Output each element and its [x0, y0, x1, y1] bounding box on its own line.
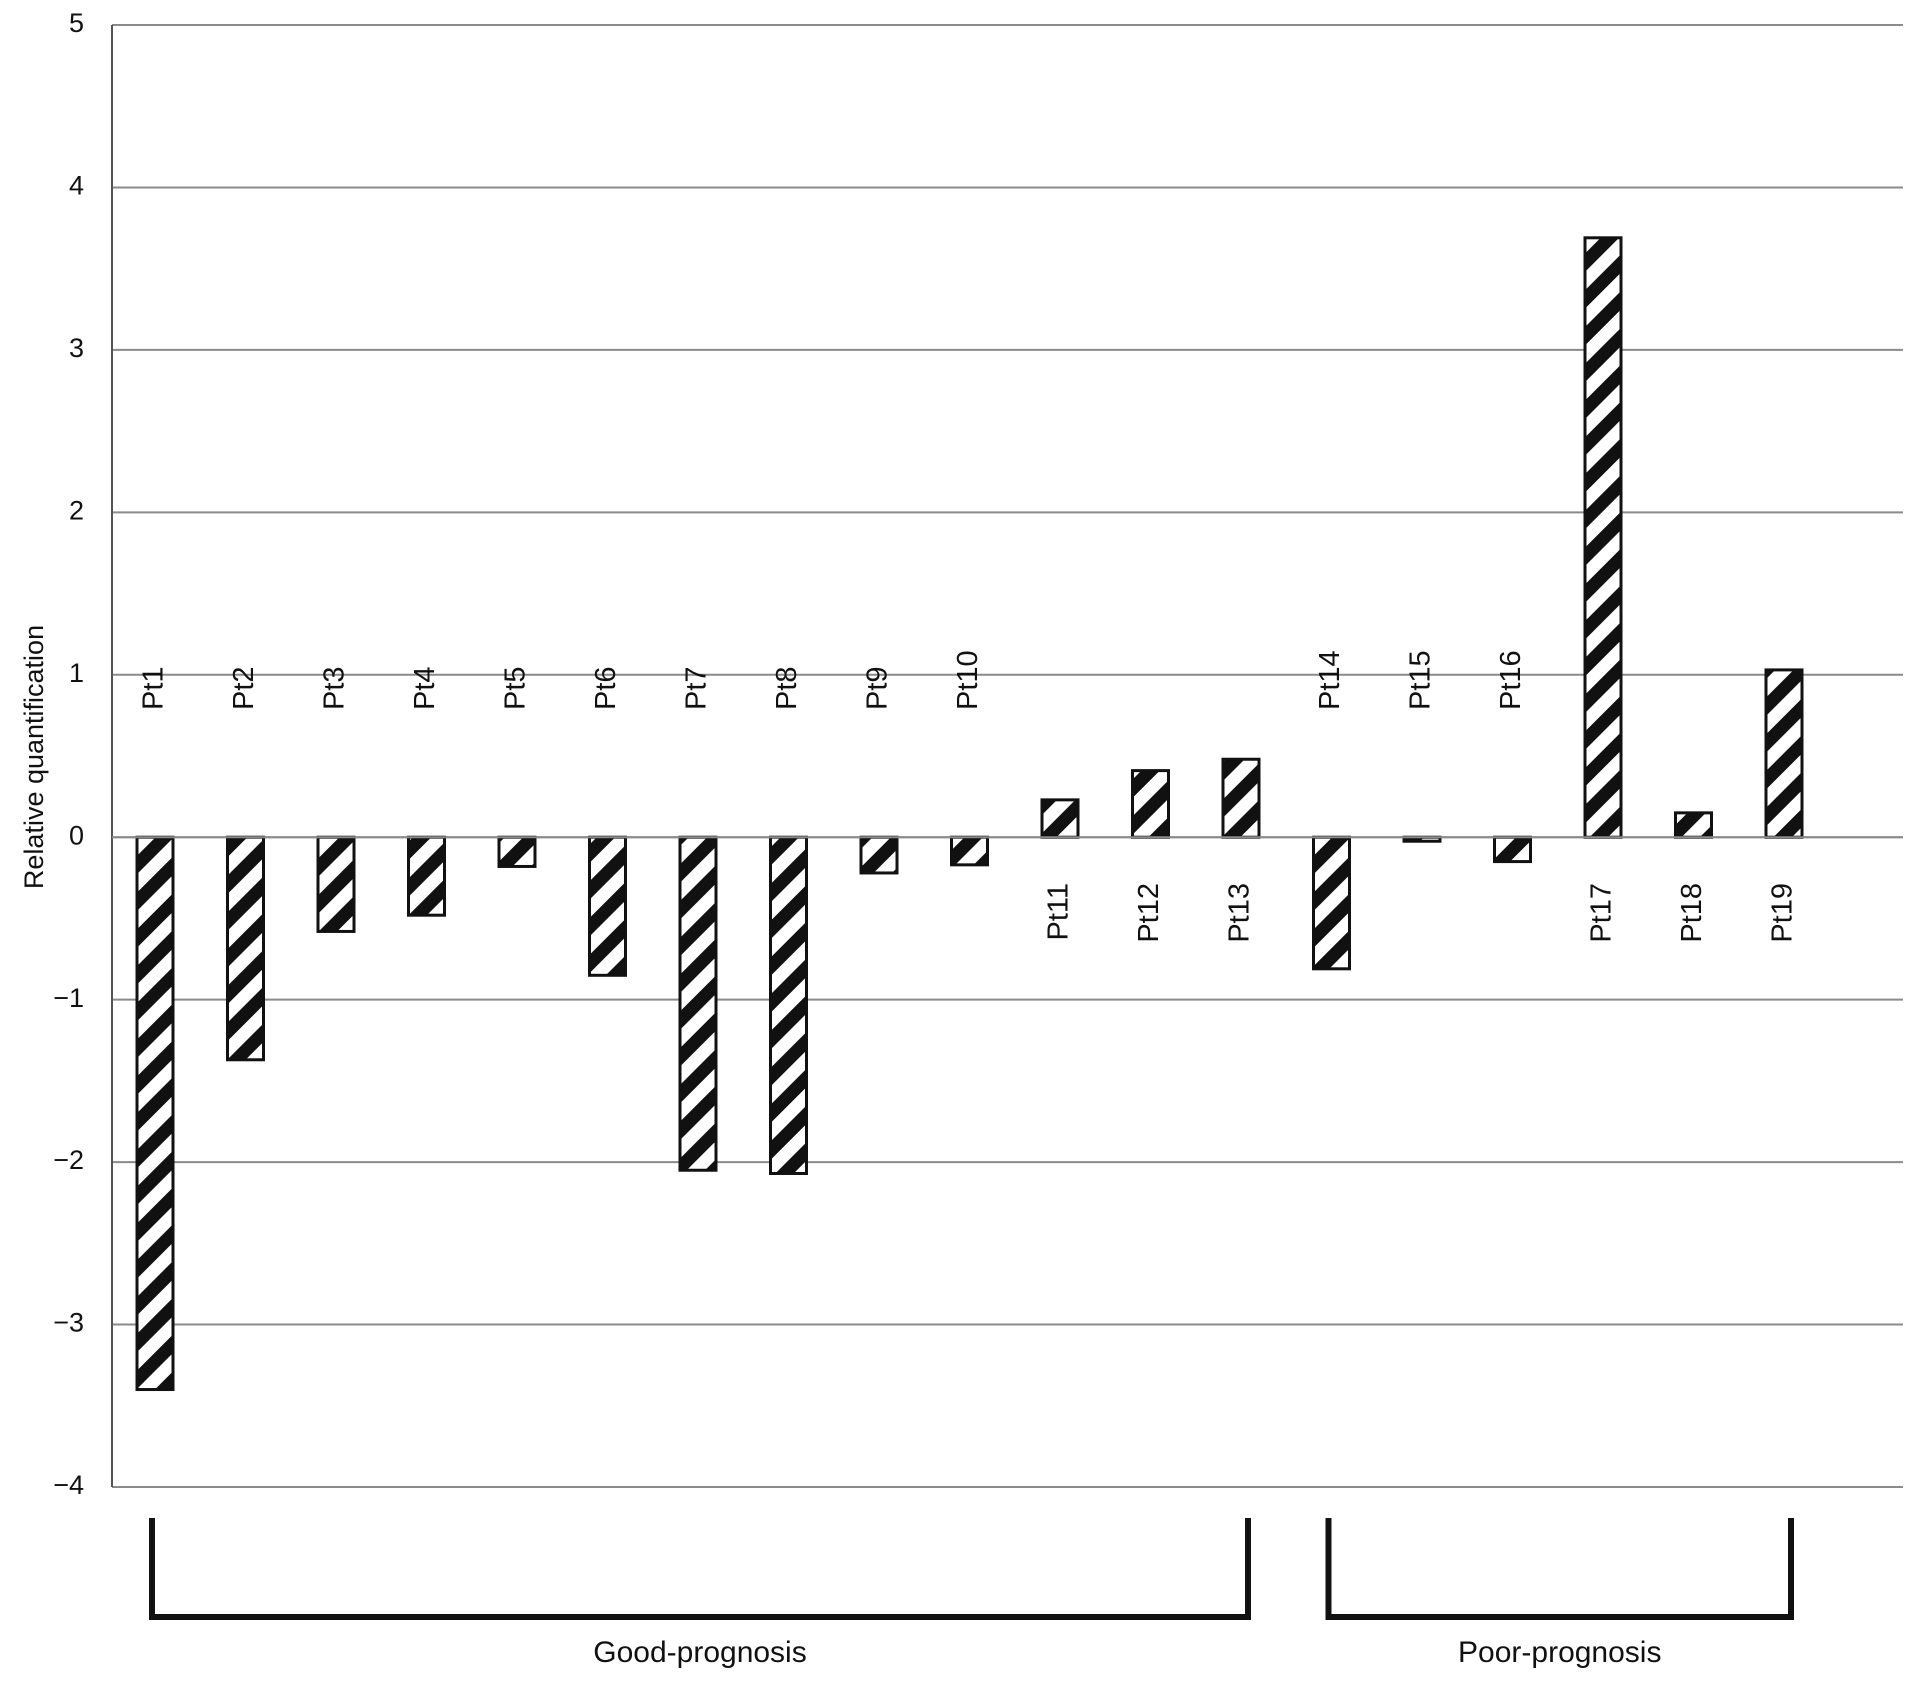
category-label: Pt4: [409, 666, 441, 710]
category-label: Pt16: [1495, 650, 1527, 710]
bar: [588, 835, 627, 977]
bar: [1131, 769, 1170, 839]
y-tick-label: 0: [69, 820, 84, 850]
category-label: Pt18: [1676, 883, 1708, 943]
category-label: Pt6: [590, 666, 622, 710]
bar: [1674, 811, 1713, 839]
category-label: Pt19: [1767, 883, 1799, 943]
y-tick-label: −1: [53, 983, 84, 1013]
category-label: Pt1: [138, 666, 170, 710]
bar: [135, 835, 175, 1392]
y-tick-label: 5: [69, 8, 84, 38]
bar: [226, 835, 265, 1062]
bar: [407, 835, 446, 917]
category-label: Pt12: [1133, 883, 1165, 943]
category-label: Pt3: [319, 666, 351, 710]
bar: [950, 835, 989, 867]
category-label: Pt15: [1405, 650, 1437, 710]
bar: [859, 835, 899, 875]
bar: [1312, 835, 1351, 971]
category-label: Pt2: [228, 666, 260, 710]
category-label: Pt13: [1224, 883, 1256, 943]
bar: [1583, 236, 1623, 839]
bar: [316, 835, 356, 933]
bar: [1221, 757, 1261, 839]
category-label: Pt7: [681, 666, 713, 710]
y-tick-label: 2: [69, 495, 84, 525]
y-axis-label: Relative quantification: [19, 625, 49, 889]
y-tick-label: −2: [53, 1145, 84, 1175]
group-label: Good-prognosis: [593, 1636, 806, 1669]
group-label: Poor-prognosis: [1458, 1636, 1661, 1669]
bar: [678, 835, 718, 1172]
y-tick-label: 1: [69, 658, 84, 688]
category-label: Pt10: [952, 650, 984, 710]
category-label: Pt17: [1586, 883, 1618, 943]
group-bracket: [149, 1518, 1251, 1620]
bars: [112, 236, 1903, 1392]
bar: [1040, 798, 1080, 839]
group-bracket: [1325, 1518, 1794, 1620]
category-label: Pt9: [862, 666, 894, 710]
category-label: Pt11: [1043, 883, 1075, 941]
category-label: Pt14: [1314, 650, 1346, 710]
bar: [769, 835, 808, 1175]
y-tick-label: −4: [53, 1470, 84, 1500]
y-axis: 5 4 3 2 1 0 −1 −2 −3 −4: [53, 8, 113, 1500]
bar: [1493, 835, 1532, 864]
bar: [497, 835, 537, 868]
y-tick-label: 4: [69, 171, 84, 201]
gridlines: [112, 24, 1903, 1488]
y-tick-label: 3: [69, 333, 84, 363]
group-brackets: Good-prognosis Poor-prognosis: [149, 1518, 1794, 1669]
category-label: Pt5: [500, 666, 532, 710]
category-label: Pt8: [771, 666, 803, 710]
bar: [1764, 668, 1804, 839]
category-labels: Pt1 Pt2 Pt3 Pt4 Pt5 Pt6 Pt7 Pt8 Pt9 Pt10 Pt11 Pt12 P…: [138, 650, 1799, 942]
y-tick-label: −3: [53, 1308, 84, 1338]
